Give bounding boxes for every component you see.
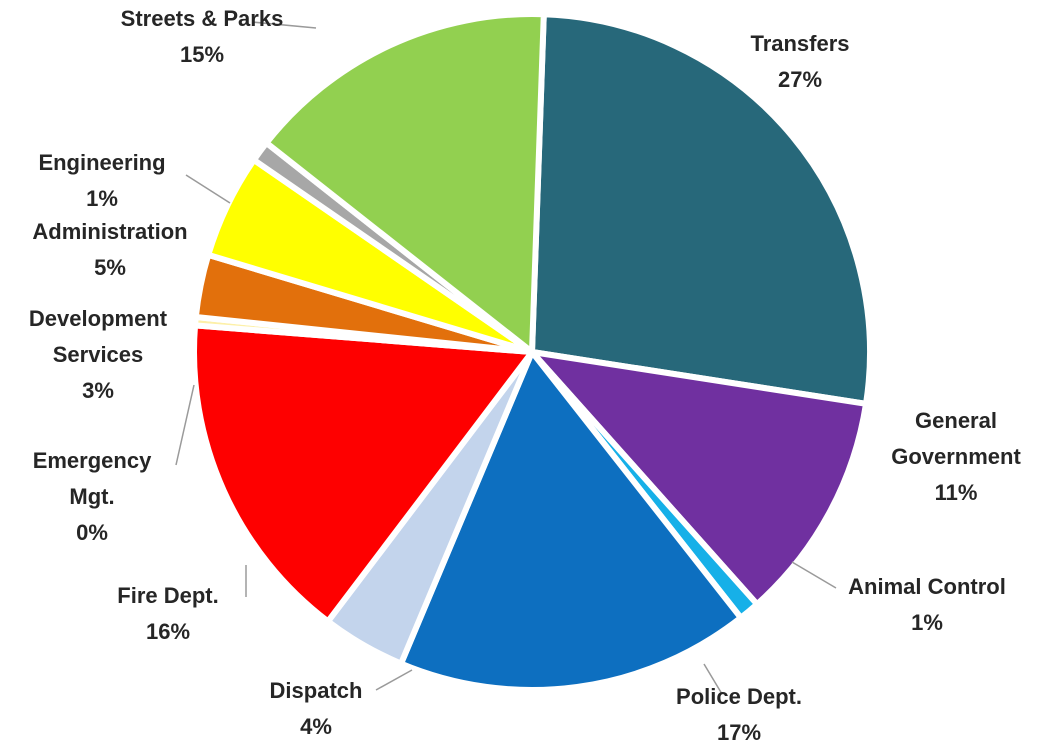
leader-line <box>791 561 837 589</box>
slice-label: Administration 5% <box>32 219 187 280</box>
slice-percent-label: 16% <box>146 619 190 644</box>
slice-percent-label: 3% <box>82 378 114 403</box>
slice-percent-label: 0% <box>76 520 108 545</box>
slice-percent-label: 11% <box>935 480 978 505</box>
slice-category-label: Administration <box>32 219 187 244</box>
slice-category-label: Development <box>29 306 168 331</box>
slice-percent-label: 1% <box>911 610 943 635</box>
slice-label: Transfers 27% <box>750 31 849 92</box>
slice-category-label: Animal Control <box>848 574 1006 599</box>
slice-label: Development Services 3% <box>29 306 168 403</box>
slice-label: General Government 11% <box>891 408 1021 505</box>
pie-slice-streets-parks <box>263 11 547 355</box>
pie-slice-general-government <box>529 349 870 608</box>
slice-label: Animal Control 1% <box>848 574 1006 635</box>
slice-category-label: Transfers <box>750 31 849 56</box>
pie-slice-police-dept <box>398 349 744 694</box>
slice-category-label: Mgt. <box>69 484 114 509</box>
slice-category-label: Dispatch <box>270 678 363 703</box>
leader-line <box>185 174 231 204</box>
slice-label: Dispatch 4% <box>270 678 363 739</box>
slice-category-label: Services <box>53 342 144 367</box>
leader-line <box>175 384 195 466</box>
leader-line <box>251 21 317 29</box>
slice-category-label: General <box>915 408 997 433</box>
slice-category-label: Engineering <box>38 150 165 175</box>
leader-line <box>375 669 413 691</box>
slice-category-label: Government <box>891 444 1021 469</box>
slice-label: Police Dept. 17% <box>676 684 802 745</box>
slice-percent-label: 4% <box>300 714 332 739</box>
pie-slice-transfers <box>529 11 873 407</box>
slice-label: Emergency Mgt. 0% <box>33 448 152 545</box>
slice-percent-label: 1% <box>86 186 118 211</box>
pie-slice-fire-dept <box>191 322 535 625</box>
slice-category-label: Fire Dept. <box>117 583 218 608</box>
slice-category-label: Police Dept. <box>676 684 802 709</box>
slice-label: Fire Dept. 16% <box>117 583 218 644</box>
slice-category-label: Emergency <box>33 448 152 473</box>
slice-percent-label: 17% <box>717 720 761 745</box>
slice-percent-label: 27% <box>778 67 822 92</box>
slice-percent-label: 15% <box>180 42 224 67</box>
leader-line <box>703 663 723 695</box>
slice-category-label: Streets & Parks <box>121 6 284 31</box>
slice-percent-label: 5% <box>94 255 126 280</box>
slice-label: Engineering 1% <box>38 150 165 211</box>
slice-label: Streets & Parks 15% <box>121 6 284 67</box>
